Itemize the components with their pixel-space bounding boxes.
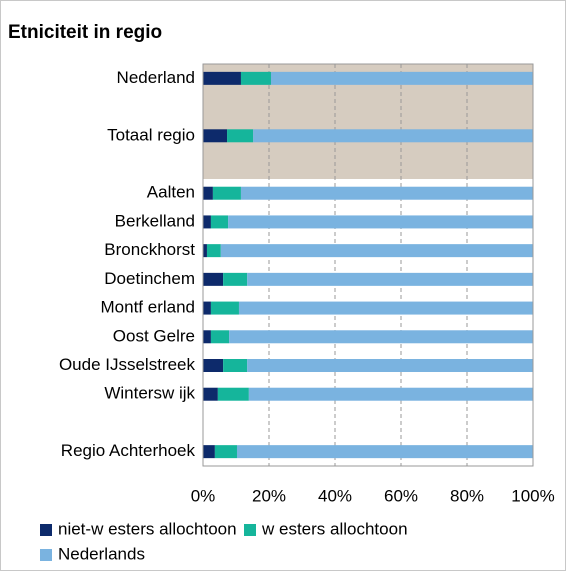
- bar-segment: [210, 215, 229, 229]
- bar-segment: [228, 215, 533, 229]
- bar-segment: [210, 301, 239, 315]
- y-tick-label: Totaal regio: [107, 125, 195, 144]
- x-tick-label: 80%: [450, 486, 484, 505]
- bar-segment: [203, 215, 211, 229]
- bar-segment: [217, 387, 249, 401]
- bar-segment: [203, 186, 213, 200]
- chart-title: Etniciteit in regio: [8, 22, 162, 43]
- legend-swatch: [244, 524, 256, 536]
- y-tick-label: Oost Gelre: [113, 326, 195, 345]
- bar-segment: [248, 387, 533, 401]
- bar-segment: [203, 71, 241, 85]
- y-tick-label: Regio Achterhoek: [61, 441, 196, 460]
- bar-segment: [203, 301, 211, 315]
- y-tick-label: Wintersw ijk: [104, 384, 195, 403]
- bar-segment: [236, 445, 534, 459]
- y-tick-label: Bronckhorst: [104, 240, 195, 259]
- bar-segment: [203, 359, 224, 372]
- y-tick-label: Doetinchem: [104, 269, 195, 288]
- bar-segment: [253, 129, 533, 143]
- x-tick-label: 0%: [191, 486, 216, 505]
- legend-label: Nederlands: [58, 544, 145, 563]
- bar-segment: [206, 244, 221, 258]
- bar-segment: [229, 330, 533, 344]
- bar-segment: [240, 71, 271, 85]
- x-tick-label: 40%: [318, 486, 352, 505]
- bar-segment: [227, 129, 254, 143]
- plot-border: [202, 63, 534, 467]
- bar-segment: [220, 244, 533, 258]
- legend-label: w esters allochtoon: [261, 519, 408, 538]
- bar-segment: [247, 359, 533, 372]
- bar-segment: [212, 186, 241, 200]
- bar-segment: [203, 272, 224, 286]
- bar-segment: [223, 359, 248, 372]
- bar-segment: [270, 71, 533, 85]
- y-tick-label: Montf erland: [101, 298, 196, 317]
- bar-segment: [247, 272, 533, 286]
- y-tick-label: Oude IJsselstreek: [59, 355, 196, 374]
- x-tick-label: 20%: [252, 486, 286, 505]
- bar-segment: [203, 129, 228, 143]
- bar-segment: [203, 445, 215, 459]
- y-tick-label: Berkelland: [115, 211, 195, 230]
- x-tick-label: 60%: [384, 486, 418, 505]
- legend-swatch: [40, 524, 52, 536]
- legend-label: niet-w esters allochtoon: [58, 519, 237, 538]
- bar-segment: [238, 301, 533, 315]
- x-tick-label: 100%: [511, 486, 554, 505]
- y-tick-label: Nederland: [117, 68, 195, 87]
- legend-swatch: [40, 549, 52, 561]
- bar-segment: [240, 186, 533, 200]
- y-tick-label: Aalten: [147, 183, 195, 202]
- bar-segment: [223, 272, 248, 286]
- bar-segment: [210, 330, 230, 344]
- bar-segment: [203, 387, 218, 401]
- bar-segment: [203, 244, 207, 258]
- bar-segment: [214, 445, 237, 459]
- bar-segment: [203, 330, 211, 344]
